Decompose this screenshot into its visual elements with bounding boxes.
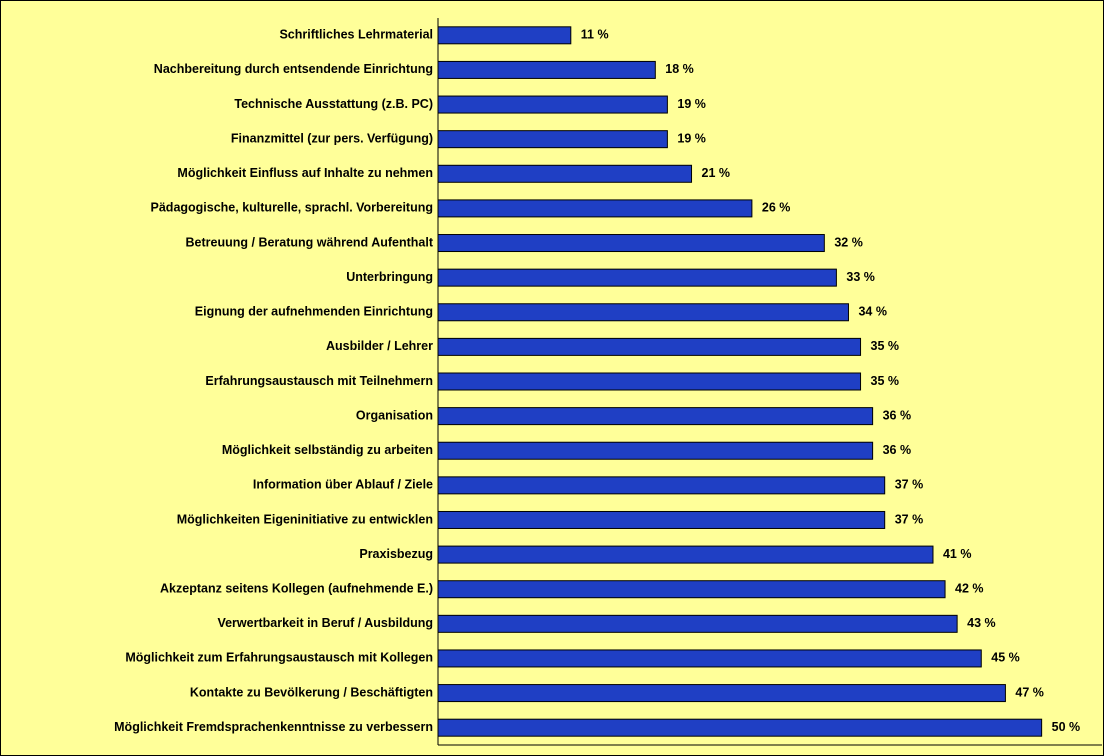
value-label: 36 % (883, 408, 912, 422)
y-tick-label: Möglichkeit zum Erfahrungsaustausch mit … (125, 651, 433, 665)
bar (437, 441, 874, 460)
y-tick-label: Verwertbarkeit in Beruf / Ausbildung (217, 616, 433, 630)
y-tick-label: Möglichkeit Einfluss auf Inhalte zu nehm… (177, 166, 433, 180)
value-label: 34 % (858, 305, 887, 319)
bar (437, 580, 946, 599)
bar (437, 649, 982, 668)
value-label: 37 % (895, 512, 924, 526)
value-label: 33 % (846, 270, 875, 284)
bar (437, 130, 668, 149)
y-tick-label: Eignung der aufnehmenden Einrichtung (195, 305, 433, 319)
y-tick-label: Information über Ablauf / Ziele (253, 478, 433, 492)
value-label: 43 % (967, 616, 996, 630)
bar (437, 303, 849, 322)
bar (437, 234, 825, 253)
y-tick-label: Nachbereitung durch entsendende Einricht… (154, 62, 433, 76)
bar (437, 95, 668, 114)
bar (437, 476, 886, 495)
y-tick-label: Möglichkeiten Eigeninitiative zu entwick… (177, 512, 433, 526)
value-label: 26 % (762, 201, 791, 215)
value-label: 18 % (665, 62, 694, 76)
bar (437, 545, 934, 564)
value-label: 11 % (581, 28, 609, 42)
bar (437, 60, 656, 79)
y-tick-label: Organisation (356, 408, 433, 422)
value-label: 45 % (991, 651, 1020, 665)
y-tick-label: Praxisbezug (359, 547, 433, 561)
y-tick-label: Unterbringung (346, 270, 433, 284)
bar (437, 510, 886, 529)
y-tick-label: Akzeptanz seitens Kollegen (aufnehmende … (160, 582, 433, 596)
bar (437, 372, 862, 391)
y-tick-label: Finanzmittel (zur pers. Verfügung) (231, 131, 433, 145)
bar (437, 407, 874, 426)
value-label: 19 % (677, 97, 706, 111)
value-label: 21 % (702, 166, 731, 180)
bar (437, 199, 753, 218)
value-label: 47 % (1015, 685, 1044, 699)
bar (437, 684, 1006, 703)
bar (437, 614, 958, 633)
value-label: 19 % (677, 131, 706, 145)
bar (437, 26, 572, 45)
value-label: 37 % (895, 478, 924, 492)
y-tick-label: Ausbilder / Lehrer (326, 339, 433, 353)
value-label: 42 % (955, 582, 984, 596)
value-label: 41 % (943, 547, 972, 561)
bar (437, 337, 862, 356)
y-tick-label: Kontakte zu Bevölkerung / Beschäftigten (190, 685, 433, 699)
y-tick-label: Technische Ausstattung (z.B. PC) (234, 97, 433, 111)
y-tick-label: Schriftliches Lehrmaterial (279, 28, 433, 42)
y-tick-label: Möglichkeit selbständig zu arbeiten (222, 443, 433, 457)
y-tick-label: Erfahrungsaustausch mit Teilnehmern (205, 374, 433, 388)
bar (437, 718, 1043, 737)
y-tick-label: Pädagogische, kulturelle, sprachl. Vorbe… (151, 201, 433, 215)
value-label: 36 % (883, 443, 912, 457)
value-label: 50 % (1052, 720, 1081, 734)
value-label: 32 % (834, 235, 863, 249)
bar (437, 164, 693, 183)
value-label: 35 % (871, 374, 900, 388)
y-tick-label: Betreuung / Beratung während Aufenthalt (186, 235, 434, 249)
value-label: 35 % (871, 339, 900, 353)
y-tick-label: Möglichkeit Fremdsprachenkenntnisse zu v… (114, 720, 433, 734)
bar (437, 268, 837, 287)
